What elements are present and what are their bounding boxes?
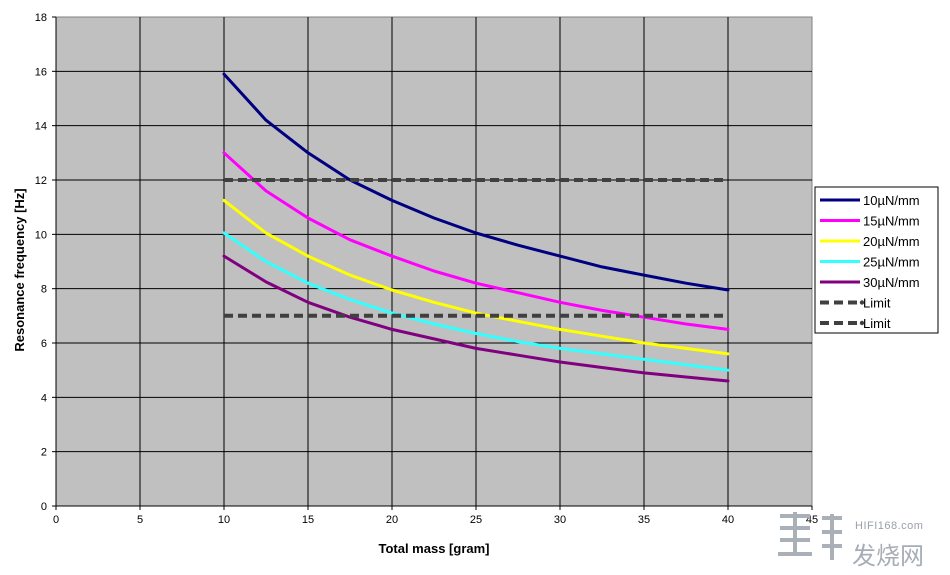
plot-area bbox=[55, 16, 813, 507]
watermark-url: HIFI168.com bbox=[855, 520, 924, 532]
y-tick-label: 0 bbox=[41, 501, 47, 513]
legend-marker-6 bbox=[859, 300, 865, 305]
y-tick-label: 16 bbox=[35, 66, 47, 78]
legend-label-4: 25µN/mm bbox=[863, 255, 920, 270]
x-tick-label: 40 bbox=[722, 514, 734, 526]
legend-label-2: 15µN/mm bbox=[863, 214, 920, 229]
legend-marker-7 bbox=[859, 320, 865, 326]
legend: 10µN/mm 15µN/mm 20µN/mm 25µN/mm 30µN/mm Limit… bbox=[814, 186, 939, 334]
x-tick-label: 35 bbox=[638, 514, 650, 526]
y-tick-label: 6 bbox=[41, 338, 47, 350]
y-tick-label: 4 bbox=[41, 392, 47, 404]
legend-label-6: Limit bbox=[863, 296, 891, 311]
y-tick-label: 8 bbox=[41, 284, 47, 296]
y-tick-label: 10 bbox=[35, 229, 47, 241]
x-tick-label: 5 bbox=[137, 514, 143, 526]
x-axis-ticks: 0 5 10 15 20 25 30 35 40 45 bbox=[53, 505, 818, 526]
y-tick-label: 14 bbox=[35, 121, 47, 133]
y-tick-label: 12 bbox=[35, 175, 47, 187]
x-axis-title: Total mass [gram] bbox=[378, 541, 489, 556]
watermark-title: 发烧网 bbox=[852, 542, 924, 570]
x-tick-label: 10 bbox=[218, 514, 230, 526]
x-tick-label: 25 bbox=[470, 514, 482, 526]
x-tick-label: 30 bbox=[554, 514, 566, 526]
y-axis-ticks: 0 2 4 6 8 10 12 14 16 18 bbox=[35, 12, 57, 513]
series-line-4 bbox=[222, 231, 730, 372]
watermark-logo bbox=[778, 512, 842, 560]
series-lines bbox=[222, 72, 730, 383]
x-tick-label: 20 bbox=[386, 514, 398, 526]
y-axis-title: Resonance frequency [Hz] bbox=[12, 188, 27, 351]
series-line-1 bbox=[222, 72, 730, 292]
legend-label-1: 10µN/mm bbox=[863, 193, 920, 208]
x-tick-label: 0 bbox=[53, 514, 59, 526]
series-line-5 bbox=[222, 254, 730, 383]
series-line-3 bbox=[222, 198, 730, 356]
y-tick-label: 18 bbox=[35, 12, 47, 24]
y-tick-label: 2 bbox=[41, 447, 47, 459]
legend-label-3: 20µN/mm bbox=[863, 234, 920, 249]
legend-label-7: Limit bbox=[863, 316, 891, 331]
x-tick-label: 15 bbox=[302, 514, 314, 526]
legend-label-5: 30µN/mm bbox=[863, 275, 920, 290]
